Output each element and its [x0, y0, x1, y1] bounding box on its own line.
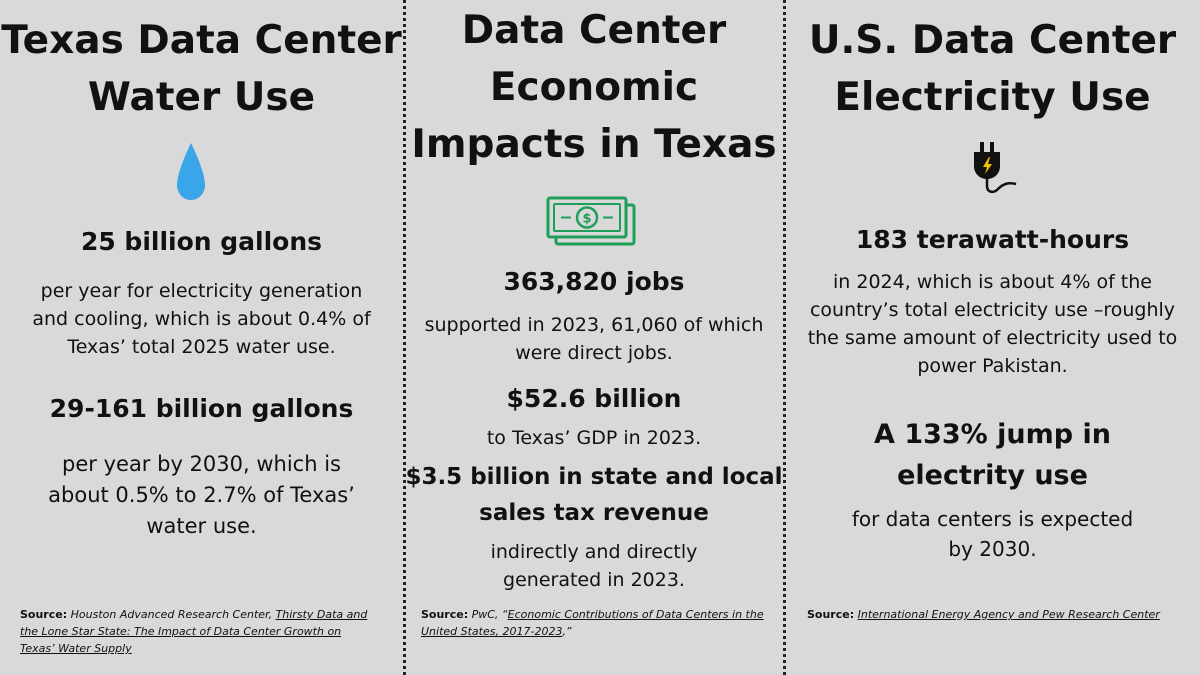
jobs-desc: supported in 2023, 61,060 of which were … — [405, 311, 783, 367]
water-use-title: Texas Data Center Water Use — [0, 12, 403, 126]
gdp-desc: to Texas’ GDP in 2023. — [486, 427, 702, 449]
water-desc-projected-line2: about 0.5% to 2.7% of Texas’ — [48, 483, 355, 507]
water-source: Source: Houston Advanced Research Center… — [20, 606, 375, 657]
water-desc-projected-line3: water use. — [146, 514, 257, 538]
economic-source-label: Source: — [421, 608, 469, 621]
tax-revenue-desc: indirectly and directly generated in 202… — [405, 538, 783, 594]
electricity-use-panel: U.S. Data Center Electricity Use 183 ter… — [785, 0, 1200, 675]
electricity-desc-2024: in 2024, which is about 4% of the countr… — [785, 268, 1200, 380]
jobs-stat: 363,820 jobs — [503, 267, 685, 296]
electricity-source: Source: International Energy Agency and … — [807, 606, 1175, 623]
jobs-desc-line2: were direct jobs. — [515, 342, 673, 364]
economic-source-org: PwC, “ — [471, 608, 508, 621]
electricity-desc-2024-line1: in 2024, which is about 4% of the — [833, 271, 1152, 293]
electricity-source-label: Source: — [807, 608, 855, 621]
electricity-jump-stat-line2: electrity use — [897, 460, 1088, 491]
electricity-stat-2024: 183 terawatt-hours — [855, 225, 1130, 254]
water-use-title-line1: Texas Data Center — [1, 18, 402, 63]
economic-title-line2: Economic — [489, 65, 699, 110]
economic-impacts-panel: Data Center Economic Impacts in Texas $ … — [405, 0, 783, 675]
jobs-desc-line1: supported in 2023, 61,060 of which — [424, 314, 764, 336]
electricity-jump-stat: A 133% jump in electrity use — [785, 414, 1200, 496]
economic-impacts-title: Data Center Economic Impacts in Texas — [405, 2, 783, 173]
water-use-title-line2: Water Use — [87, 75, 316, 120]
water-source-label: Source: — [20, 608, 68, 621]
water-desc-current-line2: and cooling, which is about 0.4% of — [32, 308, 371, 330]
water-desc-current-line3: Texas’ total 2025 water use. — [67, 336, 336, 358]
tax-revenue-desc-line1: indirectly and directly — [490, 541, 698, 563]
column-divider-right — [783, 0, 786, 675]
tax-revenue-stat-line1: $3.5 billion in state and local — [405, 464, 783, 490]
economic-source-link[interactable]: Economic Contributions of Data Centers i… — [421, 608, 764, 638]
column-divider-left — [403, 0, 406, 675]
tax-revenue-stat-line2: sales tax revenue — [479, 500, 709, 526]
economic-source: Source: PwC, “Economic Contributions of … — [421, 606, 769, 640]
tax-revenue-desc-line2: generated in 2023. — [503, 569, 685, 591]
electricity-jump-desc: for data centers is expected by 2030. — [785, 504, 1200, 564]
water-desc-current-line1: per year for electricity generation — [40, 280, 363, 302]
water-use-panel: Texas Data Center Water Use 25 billion g… — [0, 0, 403, 675]
electricity-desc-2024-line3: the same amount of electricity used to — [807, 327, 1178, 349]
economic-source-tail: ,” — [562, 625, 572, 638]
electricity-desc-2024-line2: country’s total electricity use –roughly — [809, 299, 1176, 321]
electricity-source-link[interactable]: International Energy Agency and Pew Rese… — [857, 608, 1160, 621]
electricity-title-line2: Electricity Use — [834, 75, 1151, 120]
electricity-jump-desc-line1: for data centers is expected — [851, 507, 1134, 531]
water-desc-projected: per year by 2030, which is about 0.5% to… — [0, 449, 403, 542]
economic-title-line1: Data Center — [461, 8, 727, 53]
economic-title-line3: Impacts in Texas — [411, 122, 777, 167]
water-desc-current: per year for electricity generation and … — [0, 277, 403, 361]
svg-text:$: $ — [582, 212, 591, 227]
water-stat-current: 25 billion gallons — [80, 227, 323, 256]
electricity-desc-2024-line4: power Pakistan. — [917, 355, 1068, 377]
electric-plug-icon — [974, 142, 1017, 194]
water-stat-projected: 29-161 billion gallons — [49, 394, 354, 423]
electricity-use-title: U.S. Data Center Electricity Use — [785, 12, 1200, 126]
tax-revenue-stat: $3.5 billion in state and local sales ta… — [405, 459, 783, 531]
electricity-title-line1: U.S. Data Center — [808, 18, 1177, 63]
money-bills-icon: $ — [546, 196, 636, 246]
water-drop-icon — [177, 143, 205, 200]
water-desc-projected-line1: per year by 2030, which is — [62, 452, 341, 476]
electricity-jump-desc-line2: by 2030. — [948, 537, 1037, 561]
gdp-stat: $52.6 billion — [506, 384, 682, 413]
water-source-link[interactable]: Thirsty Data and the Lone Star State: Th… — [20, 608, 368, 655]
water-source-org: Houston Advanced Research Center, — [70, 608, 273, 621]
electricity-jump-stat-line1: A 133% jump in — [874, 419, 1111, 450]
